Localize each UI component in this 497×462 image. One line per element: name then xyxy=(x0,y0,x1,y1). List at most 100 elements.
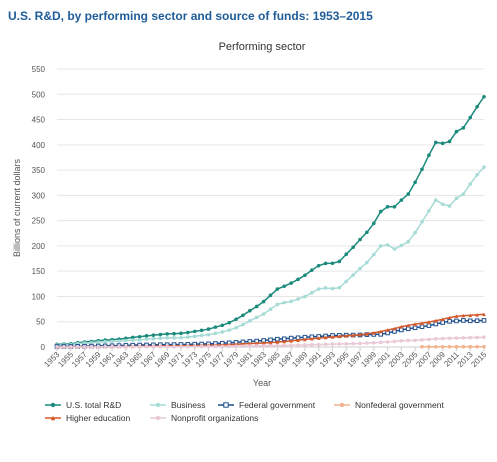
data-point xyxy=(406,323,411,328)
legend-label: Nonfederal government xyxy=(355,400,444,410)
data-point xyxy=(344,342,349,346)
data-point xyxy=(461,313,466,318)
data-point xyxy=(103,345,108,349)
data-point xyxy=(365,260,369,265)
x-axis-title: Year xyxy=(253,378,271,388)
data-point xyxy=(344,252,349,256)
data-point xyxy=(144,334,149,338)
data-point xyxy=(399,324,404,329)
data-point xyxy=(130,335,135,340)
data-point xyxy=(468,344,473,349)
data-point xyxy=(117,345,121,349)
data-point xyxy=(227,320,231,325)
x-tick-label: 2015 xyxy=(469,350,488,369)
data-point xyxy=(62,345,66,349)
data-point xyxy=(289,281,293,285)
data-point xyxy=(482,165,486,169)
data-point xyxy=(433,198,438,202)
data-point xyxy=(337,285,342,290)
data-point xyxy=(337,342,342,346)
legend-marker xyxy=(50,415,56,421)
data-point xyxy=(310,290,314,295)
data-point xyxy=(440,344,445,349)
data-point xyxy=(454,129,459,134)
data-point xyxy=(474,318,480,324)
data-point xyxy=(468,182,473,186)
data-point xyxy=(330,286,335,291)
data-point xyxy=(220,344,225,349)
data-point xyxy=(378,329,383,334)
series-line xyxy=(56,166,485,346)
data-point xyxy=(199,328,204,333)
data-point xyxy=(282,284,287,289)
data-point xyxy=(392,247,397,251)
data-point xyxy=(144,337,149,341)
data-point xyxy=(234,317,238,322)
data-point xyxy=(165,344,169,349)
chart-title: U.S. R&D, by performing sector and sourc… xyxy=(8,9,373,23)
data-point xyxy=(310,342,314,347)
data-point xyxy=(399,338,404,343)
data-point xyxy=(137,344,142,349)
data-point xyxy=(461,344,466,349)
data-point xyxy=(199,333,204,338)
data-point xyxy=(179,344,183,349)
data-point xyxy=(427,337,431,342)
data-point xyxy=(310,268,314,272)
data-point xyxy=(192,344,197,349)
data-point xyxy=(358,341,362,346)
data-point xyxy=(316,287,321,291)
data-point xyxy=(296,343,300,347)
data-point xyxy=(261,344,266,348)
data-point xyxy=(467,318,473,324)
data-point xyxy=(323,286,328,290)
legend-marker xyxy=(223,402,229,408)
data-point xyxy=(482,344,486,349)
data-point xyxy=(330,342,335,346)
data-point xyxy=(468,313,473,318)
data-point xyxy=(316,342,321,347)
data-point xyxy=(468,335,473,340)
data-point xyxy=(351,245,355,250)
data-point xyxy=(220,330,225,334)
data-point xyxy=(406,239,411,244)
legend-label: Nonprofit organizations xyxy=(171,413,258,423)
data-point xyxy=(275,340,280,344)
data-point xyxy=(433,321,439,327)
y-tick-label: 300 xyxy=(32,191,46,200)
data-point xyxy=(413,322,417,326)
data-point xyxy=(310,336,314,341)
data-point xyxy=(227,328,231,332)
data-point xyxy=(89,345,94,349)
data-point xyxy=(399,198,404,202)
data-point xyxy=(392,204,397,209)
y-tick-label: 450 xyxy=(32,116,46,125)
data-point xyxy=(413,338,417,343)
data-point xyxy=(192,334,197,339)
data-point xyxy=(365,230,369,235)
data-point xyxy=(234,344,238,348)
y-tick-label: 550 xyxy=(32,65,46,74)
data-point xyxy=(248,341,252,346)
data-point xyxy=(151,333,156,338)
data-point xyxy=(234,325,238,330)
data-point xyxy=(372,221,376,226)
data-point xyxy=(289,299,293,304)
data-point xyxy=(372,252,376,257)
data-point xyxy=(378,244,383,248)
data-point xyxy=(137,338,142,342)
y-axis-title: Billions of current dollars xyxy=(12,158,22,257)
data-point xyxy=(399,243,404,248)
data-point xyxy=(413,180,417,185)
data-point xyxy=(427,320,431,324)
data-point xyxy=(68,345,73,349)
y-tick-label: 0 xyxy=(41,343,46,352)
y-tick-label: 150 xyxy=(32,267,46,276)
data-point xyxy=(412,325,418,331)
data-point xyxy=(137,334,142,339)
data-point xyxy=(172,331,176,336)
data-point xyxy=(433,337,438,341)
data-point xyxy=(248,344,252,348)
data-point xyxy=(96,345,101,349)
data-point xyxy=(482,335,486,339)
